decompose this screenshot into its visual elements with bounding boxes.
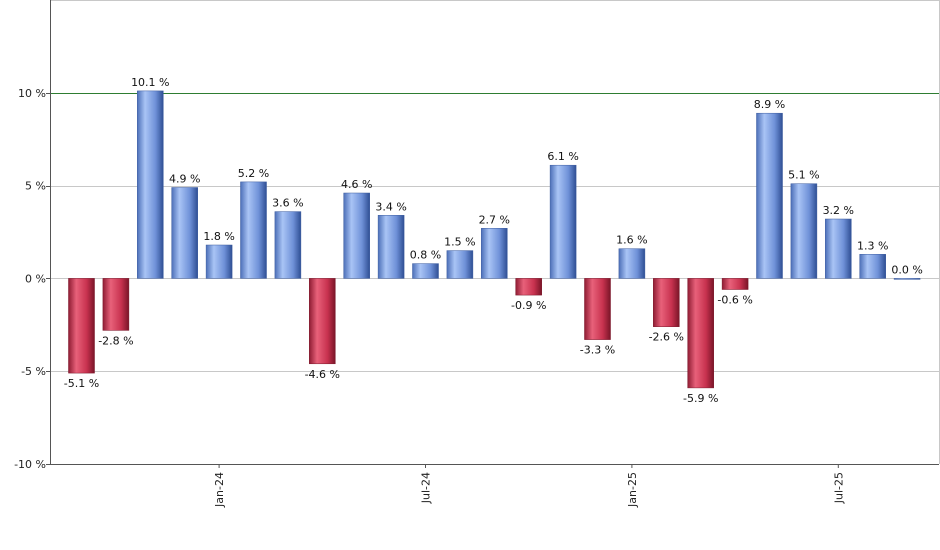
data-label: -3.3 % — [580, 344, 615, 357]
data-label: 1.8 % — [203, 230, 234, 243]
y-tick-label: 0 % — [25, 272, 46, 285]
data-label: 4.9 % — [169, 173, 200, 186]
bar — [481, 228, 508, 279]
data-label: 1.5 % — [444, 236, 475, 249]
bar — [137, 90, 164, 279]
bar — [171, 187, 198, 279]
data-label: -0.6 % — [717, 294, 752, 307]
y-axis-ticks: -10 % -5 % 0 % 5 % 10 % — [14, 87, 50, 471]
data-label: -4.6 % — [305, 368, 340, 381]
data-label: -5.1 % — [64, 377, 99, 390]
bar — [446, 250, 474, 279]
bar — [377, 215, 405, 279]
bar — [240, 181, 267, 279]
bar — [274, 211, 302, 279]
bar — [102, 278, 130, 331]
bar — [584, 278, 611, 340]
data-label: 5.1 % — [788, 169, 819, 182]
bar — [549, 164, 577, 279]
data-label: 4.6 % — [341, 178, 372, 191]
data-label: 1.6 % — [616, 234, 647, 247]
bar — [309, 278, 336, 365]
x-tick-label: Jan-24 — [213, 472, 226, 508]
bar — [515, 278, 542, 296]
data-label: 5.2 % — [238, 167, 269, 180]
y-tick-label: -5 % — [21, 365, 46, 378]
data-label: -2.6 % — [649, 331, 684, 344]
bar — [343, 192, 370, 279]
data-label: -5.9 % — [683, 392, 718, 405]
bar — [790, 183, 818, 279]
data-label: 0.8 % — [410, 249, 441, 262]
data-label: -0.9 % — [511, 299, 546, 312]
y-tick-label: 5 % — [25, 180, 46, 193]
x-tick-label: Jul-25 — [832, 472, 845, 504]
data-labels: -5.1 % -2.8 % 10.1 % 4.9 % 1.8 % 5.2 % 3.6 % -4… — [64, 76, 923, 405]
bar — [618, 248, 646, 279]
x-axis-ticks: Jan-24 Jul-24 Jan-25 Jul-25 — [213, 464, 845, 508]
bar — [756, 112, 783, 279]
data-label: -2.8 % — [98, 334, 133, 347]
bar — [825, 218, 852, 279]
data-label: 8.9 % — [754, 98, 785, 111]
bar — [687, 278, 714, 389]
data-label: 1.3 % — [857, 239, 888, 252]
data-label: 2.7 % — [479, 213, 510, 226]
bar — [653, 278, 680, 327]
bar — [721, 278, 749, 290]
x-tick-label: Jul-24 — [420, 472, 433, 504]
bar — [412, 263, 439, 279]
bar — [893, 278, 921, 280]
data-label: 3.4 % — [375, 200, 406, 213]
bar-series — [68, 90, 921, 389]
data-label: 0.0 % — [891, 263, 922, 276]
data-label: 10.1 % — [131, 76, 169, 89]
bar — [205, 244, 233, 279]
x-tick-label: Jan-25 — [626, 472, 639, 508]
y-tick-label: 10 % — [18, 87, 46, 100]
data-label: 6.1 % — [547, 150, 578, 163]
data-label: 3.2 % — [823, 204, 854, 217]
bar — [68, 278, 95, 374]
bar — [859, 254, 886, 279]
y-tick-label: -10 % — [14, 458, 46, 471]
data-label: 3.6 % — [272, 197, 303, 210]
